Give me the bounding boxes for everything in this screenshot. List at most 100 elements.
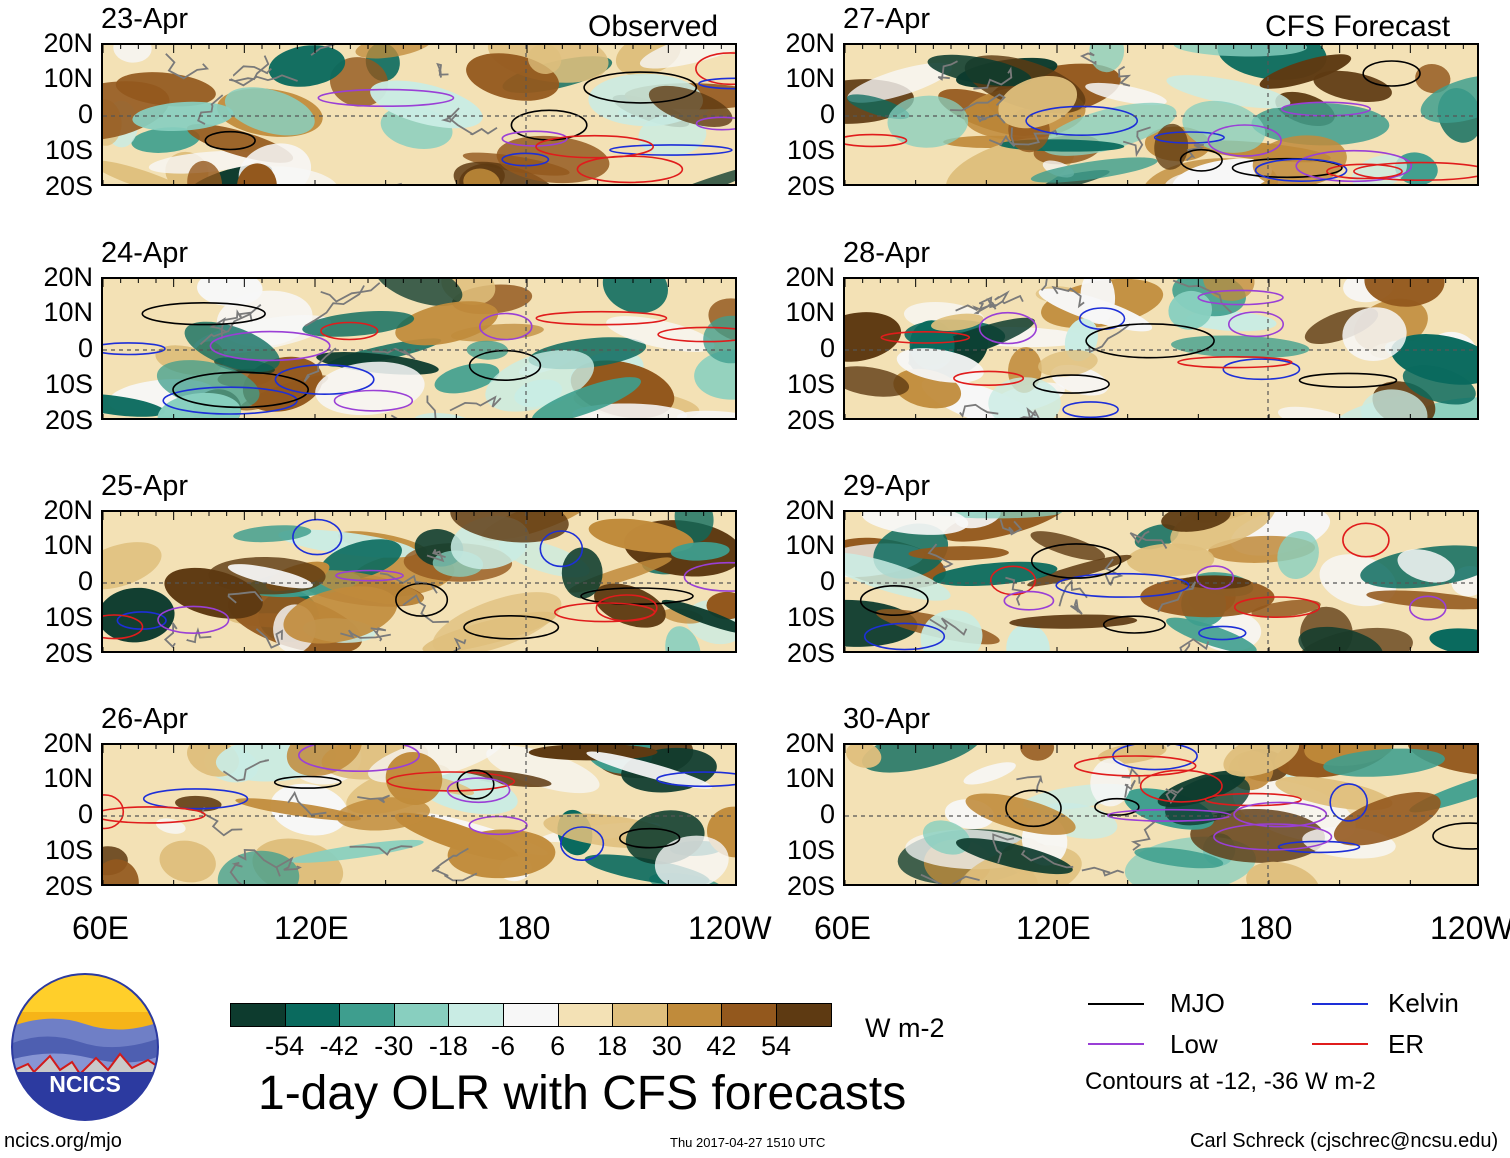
olr-anomaly-cell: [1027, 554, 1132, 587]
coastline: [431, 847, 469, 873]
wave-contour: [1062, 401, 1119, 418]
coastline: [232, 65, 272, 77]
wave-contour: [1102, 615, 1166, 634]
coastline: [927, 543, 954, 569]
wave-contour: [657, 326, 735, 343]
olr-anomaly-cell: [943, 512, 1067, 542]
olr-anomaly-cell: [1259, 54, 1352, 89]
olr-anomaly-cell: [486, 745, 600, 794]
coastline: [303, 347, 337, 383]
lat-tick-10s: 10S: [786, 135, 835, 165]
coastline: [402, 594, 449, 624]
olr-anomaly-cell: [290, 839, 424, 863]
coastline: [433, 869, 478, 882]
coastline: [1019, 406, 1040, 418]
wave-contour: [695, 52, 735, 86]
olr-anomaly-cell: [930, 512, 1062, 519]
wave-contour: [103, 806, 206, 824]
olr-anomaly-cell: [1030, 531, 1106, 561]
colorbar-tick-label: -42: [319, 1031, 359, 1061]
panel-date-obs-4: 26-Apr: [101, 703, 189, 735]
lat-tick-20n: 20N: [785, 28, 835, 58]
olr-anomaly-cell: [1277, 530, 1319, 580]
coastline: [397, 182, 403, 184]
wave-contour: [395, 582, 449, 617]
olr-anomaly-cell: [1323, 748, 1445, 777]
coastline: [1104, 558, 1124, 586]
olr-anomaly-cell: [227, 564, 313, 589]
coastline: [1081, 866, 1125, 877]
wave-contour: [698, 77, 735, 90]
lat-tick-20s: 20S: [44, 871, 93, 901]
olr-anomaly-cell: [1126, 543, 1215, 577]
coastline: [1058, 579, 1088, 607]
coastline: [1130, 819, 1157, 851]
wave-contour: [333, 389, 414, 412]
wave-contour: [1005, 789, 1062, 828]
coastline: [950, 93, 1006, 112]
wave-contour: [204, 130, 256, 151]
wave-contour: [1073, 755, 1197, 777]
coastline: [988, 127, 1016, 147]
wave-contour: [1085, 323, 1215, 359]
wave-contour: [1353, 161, 1477, 181]
wave-contour: [1179, 148, 1223, 172]
lat-tick-10n: 10N: [43, 63, 93, 93]
wave-contour: [1055, 572, 1190, 598]
coastline: [959, 403, 999, 418]
olr-anomaly-cell: [1277, 406, 1355, 418]
colorbar-segment: [393, 1003, 450, 1027]
olr-anomaly-cell: [463, 168, 501, 184]
panel-date-obs-1: 23-Apr: [101, 3, 189, 35]
coastline: [1088, 323, 1131, 354]
olr-panel-obs-1: [101, 43, 737, 186]
olr-anomaly-cell: [1415, 64, 1451, 94]
colorbar-tick-label: 6: [550, 1031, 566, 1061]
coastline: [1020, 849, 1074, 869]
olr-anomaly-cell: [1164, 170, 1241, 184]
colorbar-segment: [339, 1003, 395, 1027]
coastline: [440, 107, 460, 123]
wave-contour: [1032, 374, 1110, 394]
olr-anomaly-cell: [1298, 626, 1384, 651]
wave-contour: [1025, 105, 1139, 137]
footer-url[interactable]: ncics.org/mjo: [4, 1130, 122, 1152]
olr-anomaly-cell: [1161, 512, 1231, 532]
olr-anomaly-cell: [1085, 82, 1167, 106]
olr-anomaly-cell: [1030, 157, 1158, 183]
wave-contour: [580, 587, 694, 606]
lon-tick-120w-left: 120W: [688, 910, 772, 946]
coastline: [1122, 126, 1151, 158]
olr-anomaly-cell: [450, 512, 569, 543]
olr-anomaly-cell: [998, 75, 1078, 129]
wave-contour: [1003, 590, 1055, 611]
olr-anomaly-cell: [1090, 758, 1132, 807]
olr-anomaly-cell: [414, 412, 473, 418]
footer-timestamp: Thu 2017-04-27 1510 UTC: [670, 1135, 826, 1150]
panel-date-obs-3: 25-Apr: [101, 470, 189, 502]
coastline: [452, 637, 467, 651]
coastline: [992, 833, 1015, 864]
olr-panel-obs-3: [101, 510, 737, 653]
olr-anomaly-cell: [103, 542, 162, 590]
coastline: [1179, 638, 1210, 651]
wave-contour: [978, 311, 1037, 345]
main-title: 1-day OLR with CFS forecasts: [258, 1067, 907, 1120]
coastline: [165, 53, 210, 80]
olr-anomaly-cell: [1361, 389, 1428, 418]
coastline: [973, 297, 994, 315]
olr-anomaly-cell: [639, 45, 735, 69]
legend-line-low: [1088, 1043, 1144, 1045]
panel-date-fcst-4: 30-Apr: [843, 703, 931, 735]
coastline: [275, 856, 302, 871]
wave-contour: [1432, 822, 1477, 850]
lat-tick-20s: 20S: [786, 405, 835, 435]
coastline: [227, 591, 264, 604]
olr-anomaly-cell: [302, 310, 415, 337]
coastline: [1165, 787, 1184, 805]
olr-panel-fcst-3: [843, 510, 1479, 653]
wave-contour: [142, 788, 249, 810]
olr-anomaly-cell: [355, 45, 433, 59]
wave-contour: [1254, 158, 1348, 182]
lat-tick-10n: 10N: [785, 297, 835, 327]
